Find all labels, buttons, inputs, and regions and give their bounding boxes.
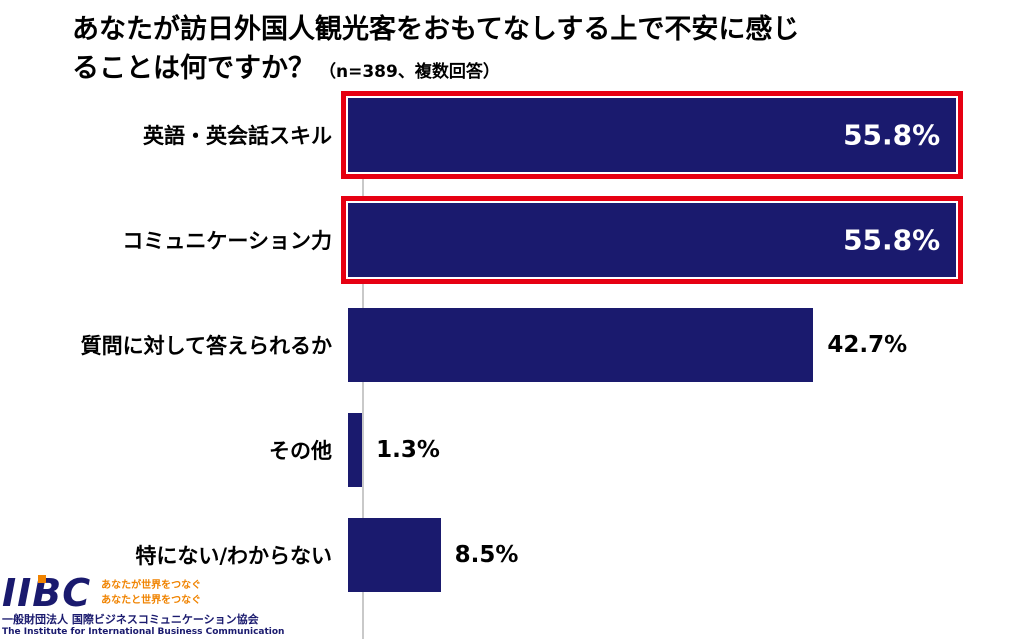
sample-size-note: （n=389、複数回答） [319,62,500,83]
value-label: 55.8% [843,118,941,152]
logo-brand-text: IIBC [2,571,92,616]
logo-top: IIBC あなたが世界をつなぐ あなたと世界をつなぐ [2,574,284,612]
chart-row: その他 1.3% [0,413,1024,487]
chart-row: コミュニケーション力 55.8% [0,203,1024,277]
category-label: 英語・英会話スキル [143,124,332,148]
logo-tagline-1: あなたが世界をつなぐ [101,580,202,592]
bar-chart: 英語・英会話スキル 55.8% コミュニケーション力 55.8% 質問に対して答えられる… [0,98,1024,623]
value-label: 8.5% [454,542,519,568]
chart-row: 英語・英会話スキル 55.8% [0,98,1024,172]
chart-row: 質問に対して答えられるか 42.7% [0,308,1024,382]
bar [348,413,363,487]
bar-highlighted: 55.8% [348,203,957,277]
category-label: 特にない/わからない [135,544,332,568]
bar-track: 42.7% [348,308,1002,382]
value-label: 1.3% [376,437,440,463]
chart-row: 特にない/わからない 8.5% [0,518,1024,592]
value-label: 42.7% [827,332,908,358]
chart-title: あなたが訪日外国人観光客をおもてなしする上で不安に感じ ることは何ですか？ （n=… [0,0,1024,88]
category-label: その他 [269,439,332,463]
bar-highlighted: 55.8% [348,98,957,172]
category-label: 質問に対して答えられるか [80,334,332,358]
logo-tagline-2: あなたと世界をつなぐ [101,595,202,607]
bar-track: 1.3% [348,413,1002,487]
iibc-logo: IIBC あなたが世界をつなぐ あなたと世界をつなぐ 一般財団法人 国際ビジネス… [2,574,284,637]
bar [348,518,441,592]
logo-org-name-en: The Institute for International Business… [2,626,285,637]
chart-title-line1: あなたが訪日外国人観光客をおもてなしする上で不安に感じ [72,14,800,45]
bar-track: 55.8% [348,203,1002,277]
bar-track: 8.5% [348,518,1002,592]
logo-taglines: あなたが世界をつなぐ あなたと世界をつなぐ [101,578,201,608]
logo-org-name-jp: 一般財団法人 国際ビジネスコミュニケーション協会 [2,613,259,627]
category-label: コミュニケーション力 [122,229,332,253]
chart-title-line2: ることは何ですか？ [72,53,315,85]
bar-track: 55.8% [348,98,1002,172]
value-label: 55.8% [843,223,941,257]
bar [348,308,814,382]
